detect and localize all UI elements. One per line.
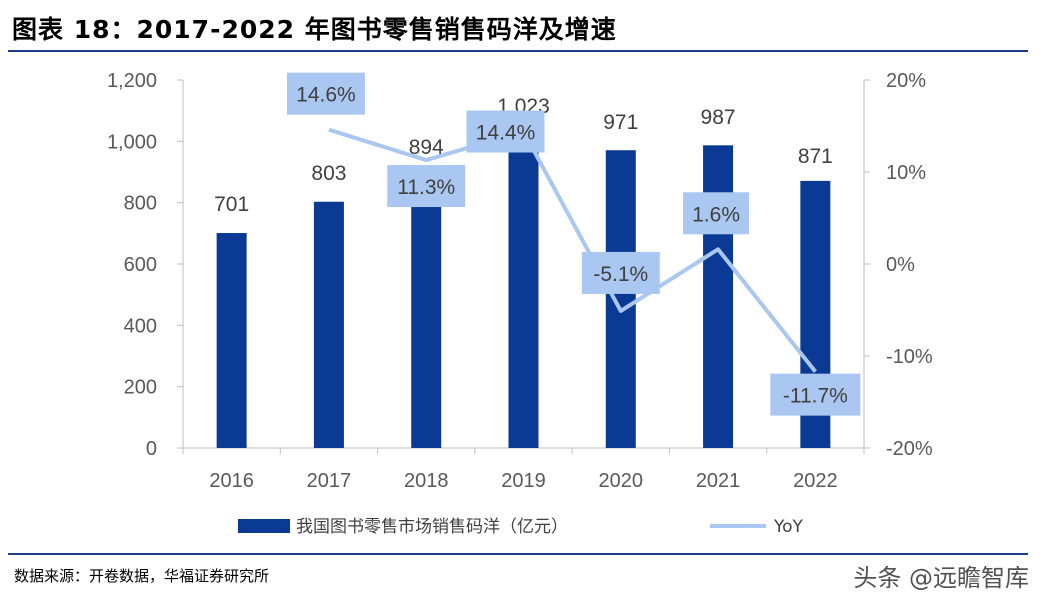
- left-tick-label: 800: [124, 193, 157, 215]
- bar-value-label: 803: [311, 162, 346, 185]
- bar: [605, 150, 636, 448]
- x-tick-label: 2022: [793, 470, 838, 492]
- legend-bar-swatch: [238, 519, 290, 533]
- source-note: 数据来源：开卷数据，华福证券研究所: [14, 567, 270, 585]
- yoy-label-box: [683, 192, 750, 235]
- bar-value-label: 871: [798, 145, 833, 168]
- yoy-label-box: [770, 373, 861, 416]
- bar: [313, 201, 344, 448]
- left-tick-label: 0: [146, 438, 157, 460]
- footer-rule: [8, 553, 1028, 555]
- yoy-label-box: [466, 110, 545, 153]
- x-tick-label: 2016: [209, 470, 254, 492]
- bar: [411, 173, 442, 448]
- x-tick-label: 2020: [599, 470, 644, 492]
- right-tick-label: -10%: [886, 346, 933, 368]
- watermark: 头条 @远瞻智库: [853, 564, 1029, 592]
- right-tick-label: -20%: [886, 438, 933, 460]
- bar: [216, 233, 247, 448]
- yoy-value-label: -5.1%: [593, 263, 648, 286]
- bar-value-label: 701: [214, 193, 249, 216]
- legend-line-label: YoY: [773, 517, 804, 537]
- right-tick-label: 20%: [886, 70, 926, 92]
- x-tick-label: 2019: [501, 470, 546, 492]
- bar-value-label: 987: [701, 106, 736, 129]
- left-tick-label: 600: [124, 254, 157, 276]
- x-tick-label: 2018: [404, 470, 449, 492]
- yoy-label-box: [387, 165, 466, 208]
- left-tick-label: 1,200: [107, 70, 157, 92]
- bar-value-label: 971: [603, 111, 638, 134]
- left-tick-label: 200: [124, 377, 157, 399]
- right-tick-label: 0%: [886, 254, 915, 276]
- left-tick-label: 400: [124, 315, 157, 337]
- x-tick-label: 2017: [307, 470, 352, 492]
- bar-value-label: 894: [409, 136, 444, 159]
- x-tick-label: 2021: [696, 470, 741, 492]
- yoy-label-box: [581, 251, 660, 294]
- legend-bar-label: 我国图书零售市场销售码洋（亿元）: [296, 517, 568, 537]
- yoy-value-label: 14.6%: [296, 84, 356, 107]
- bar: [508, 134, 539, 448]
- yoy-value-label: 14.4%: [476, 122, 536, 145]
- yoy-line: [328, 127, 817, 373]
- yoy-value-label: 11.3%: [397, 176, 455, 199]
- yoy-value-label: 1.6%: [692, 203, 740, 226]
- right-tick-label: 10%: [886, 162, 926, 184]
- title-rule: [8, 50, 1028, 52]
- bar: [703, 145, 734, 448]
- yoy-label-box: [286, 72, 365, 115]
- left-tick-label: 1,000: [107, 131, 157, 153]
- yoy-value-label: -11.7%: [783, 385, 848, 408]
- figure-title: 图表 18：2017-2022 年图书零售销售码洋及增速: [12, 15, 617, 44]
